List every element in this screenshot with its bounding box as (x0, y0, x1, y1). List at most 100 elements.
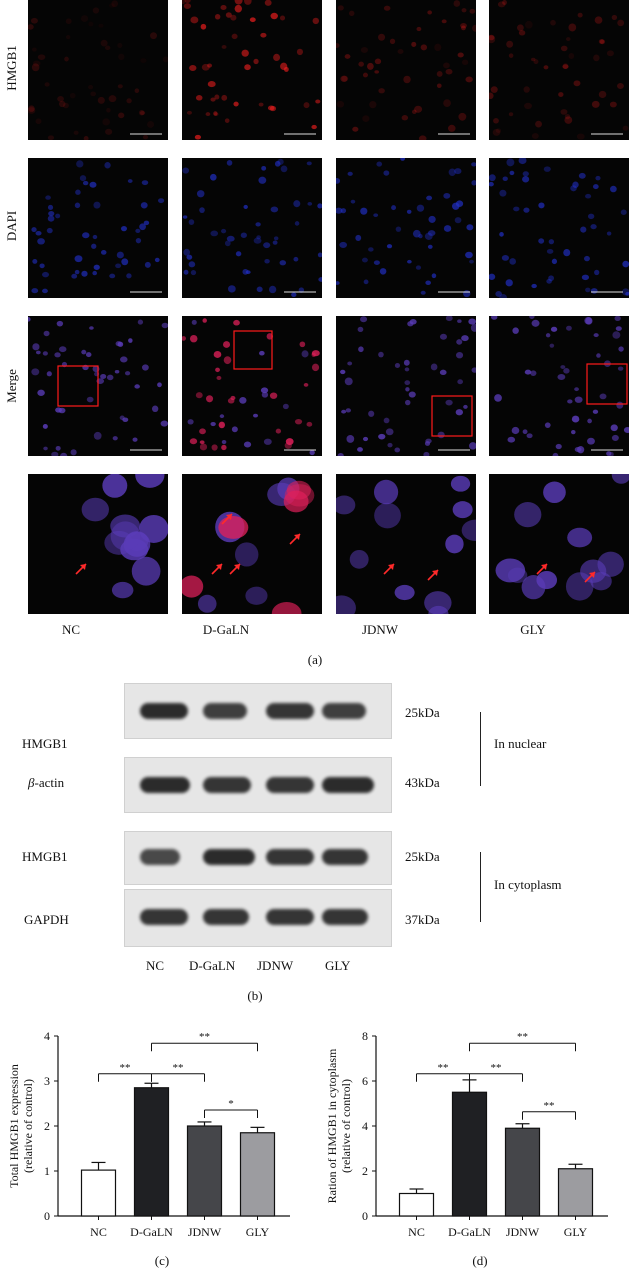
significance-label: ** (120, 1062, 131, 1074)
caption-b: (b) (247, 988, 263, 1003)
y-axis-title-line-2: (relative of control) (21, 1079, 35, 1173)
micrograph-merge-nc (28, 316, 168, 456)
y-tick-label: 2 (362, 1164, 368, 1178)
significance-label: * (228, 1098, 234, 1110)
y-tick-label: 3 (44, 1074, 50, 1088)
blot-band-hmgb1-nuclear-nc (140, 703, 188, 719)
row-label-hmgb1: HMGB1 (4, 45, 19, 91)
significance-label: ** (544, 1100, 555, 1112)
beta-actin-text: -actin (34, 775, 65, 790)
blot-band-hmgb1-cytoplasm-d-galn (203, 849, 255, 865)
micrograph-dapi-jdnw (336, 158, 476, 298)
column-label-d-galn: D-GaLN (202, 622, 250, 637)
significance-label: ** (199, 1031, 210, 1043)
bracket-line-nuclear (480, 712, 481, 786)
y-tick-label: 1 (44, 1164, 50, 1178)
x-tick-label: NC (408, 1225, 425, 1239)
column-label-gly: GLY (520, 622, 546, 637)
lane-label-nc: NC (146, 958, 165, 973)
x-tick-label: NC (90, 1225, 107, 1239)
micrograph-merge-gly (489, 316, 629, 456)
blot-band-beta-actin-nc (140, 777, 190, 793)
blot-band-beta-actin-d-galn (203, 777, 251, 793)
size-label-gapdh: 37kDa (405, 912, 440, 927)
micrograph-zoom-gly (489, 474, 629, 614)
blot-band-hmgb1-nuclear-d-galn (203, 703, 247, 719)
blot-band-gapdh-d-galn (203, 909, 249, 925)
bar (186, 1125, 223, 1217)
caption-a: (a) (307, 652, 323, 667)
lane-label-d-galn: D-GaLN (189, 958, 236, 973)
x-tick-label: JDNW (506, 1225, 540, 1239)
group-label-nuclear: In nuclear (494, 736, 547, 751)
y-axis-title-line-1: Ration of HMGB1 in cytoplasm (325, 1048, 339, 1203)
bar (557, 1168, 594, 1217)
y-tick-label: 0 (362, 1209, 368, 1223)
size-label-beta-actin: 43kDa (405, 775, 440, 790)
lane-label-gly: GLY (325, 958, 351, 973)
blot-band-gapdh-gly (322, 909, 368, 925)
y-axis-title-line-2: (relative of control) (339, 1079, 353, 1173)
blot-band-hmgb1-cytoplasm-nc (140, 849, 180, 865)
x-tick-label: D-GaLN (448, 1225, 491, 1239)
y-tick-label: 6 (362, 1074, 368, 1088)
y-tick-label: 2 (44, 1119, 50, 1133)
bar (80, 1169, 117, 1217)
micrograph-hmgb1-gly (489, 0, 629, 140)
blot-band-hmgb1-cytoplasm-gly (322, 849, 368, 865)
micrograph-merge-jdnw (336, 316, 476, 456)
size-label-hmgb1-nuclear: 25kDa (405, 705, 440, 720)
micrograph-hmgb1-d-galn (182, 0, 322, 140)
bar (504, 1127, 541, 1217)
significance-label: ** (173, 1062, 184, 1074)
chart-caption: (d) (472, 1253, 487, 1268)
group-label-cytoplasm: In cytoplasm (494, 877, 562, 892)
y-tick-label: 4 (362, 1119, 368, 1133)
bar-chart-cytoplasm-hmgb1: 0 2 4 6 8 NC D-GaLN JDNW GLY ** ** ** ** Ration of HM… (325, 1029, 608, 1268)
row-label-dapi: DAPI (4, 210, 19, 242)
blot-band-gapdh-nc (140, 909, 188, 925)
blot-band-gapdh-jdnw (266, 909, 314, 925)
bar (451, 1091, 488, 1217)
y-axis-title: Total HMGB1 expression (relative of contr… (7, 1064, 35, 1188)
micrograph-dapi-nc (28, 158, 168, 298)
significance-label: ** (438, 1062, 449, 1074)
micrograph-hmgb1-jdnw (336, 0, 476, 140)
micrograph-merge-d-galn (182, 316, 322, 456)
row-label-merge: Merge (4, 369, 19, 403)
blot-label-gapdh: GAPDH (24, 912, 69, 927)
beta-symbol: β (28, 775, 35, 790)
blot-band-beta-actin-jdnw (266, 777, 314, 793)
micrograph-zoom-jdnw (336, 474, 476, 614)
y-axis-title-line-1: Total HMGB1 expression (7, 1064, 21, 1188)
micrograph-zoom-d-galn (182, 474, 322, 614)
chart-caption: (c) (155, 1253, 169, 1268)
y-tick-label: 4 (44, 1029, 50, 1043)
micrograph-dapi-d-galn (182, 158, 322, 298)
blot-label-beta-actin: β-actin (28, 775, 64, 791)
lane-label-jdnw: JDNW (257, 958, 294, 973)
micrograph-dapi-gly (489, 158, 629, 298)
size-label-hmgb1-cytoplasm: 25kDa (405, 849, 440, 864)
x-tick-label: GLY (564, 1225, 588, 1239)
significance-label: ** (491, 1062, 502, 1074)
y-tick-label: 8 (362, 1029, 368, 1043)
bracket-line-cytoplasm (480, 852, 481, 922)
bar (239, 1132, 276, 1217)
blot-label-hmgb1-cytoplasm: HMGB1 (22, 849, 68, 864)
significance-label: ** (517, 1031, 528, 1043)
blot-band-hmgb1-nuclear-gly (322, 703, 366, 719)
x-tick-label: D-GaLN (130, 1225, 173, 1239)
y-tick-label: 0 (44, 1209, 50, 1223)
bar (398, 1192, 435, 1217)
micrograph-hmgb1-nc (28, 0, 168, 140)
y-axis-title: Ration of HMGB1 in cytoplasm (relative of… (325, 1048, 353, 1203)
blot-band-hmgb1-nuclear-jdnw (266, 703, 314, 719)
column-label-jdnw: JDNW (361, 622, 399, 637)
blot-band-beta-actin-gly (322, 777, 374, 793)
x-tick-label: JDNW (188, 1225, 222, 1239)
blot-band-hmgb1-cytoplasm-jdnw (266, 849, 314, 865)
blot-label-hmgb1-nuclear: HMGB1 (22, 736, 68, 751)
micrograph-zoom-nc (28, 474, 168, 614)
